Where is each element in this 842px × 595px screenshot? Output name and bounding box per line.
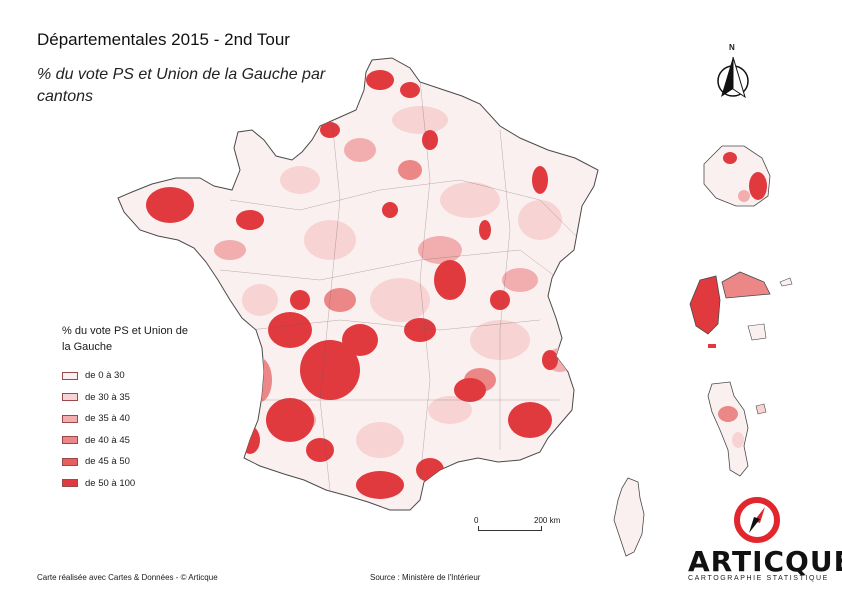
legend-item: de 50 à 100 bbox=[62, 473, 192, 495]
source-text: Source : Ministère de l'Intérieur bbox=[370, 573, 481, 582]
north-arrow: N bbox=[713, 43, 753, 103]
legend-title: % du vote PS et Union de la Gauche bbox=[62, 325, 188, 353]
north-label: N bbox=[729, 43, 735, 52]
legend-swatch bbox=[62, 371, 78, 380]
legend-swatch bbox=[62, 436, 78, 445]
legend: % du vote PS et Union de la Gauche de 0 … bbox=[62, 323, 192, 494]
canton-fills bbox=[146, 70, 581, 499]
compass-logo-icon bbox=[734, 497, 780, 543]
legend-label: de 0 à 30 bbox=[85, 370, 125, 382]
legend-item: de 0 à 30 bbox=[62, 365, 192, 387]
brand-tagline: CARTOGRAPHIE STATISTIQUE bbox=[688, 575, 829, 582]
legend-label: de 50 à 100 bbox=[85, 477, 136, 489]
legend-item: de 35 à 40 bbox=[62, 408, 192, 430]
legend-swatch bbox=[62, 479, 78, 488]
guadeloupe-basse-terre bbox=[689, 275, 721, 335]
guadeloupe-grande-terre bbox=[721, 271, 771, 299]
scale-start-label: 0 bbox=[474, 516, 479, 525]
legend-label: de 45 à 50 bbox=[85, 456, 130, 468]
legend-swatch bbox=[62, 414, 78, 423]
legend-label: de 35 à 40 bbox=[85, 413, 130, 425]
north-arrow-icon bbox=[717, 56, 749, 99]
map-subtitle: % du vote PS et Union de la Gauche par c… bbox=[37, 66, 326, 105]
brand-name: ARTICQUE bbox=[688, 545, 842, 578]
scale-bar-line bbox=[478, 526, 542, 531]
corsica bbox=[613, 477, 645, 557]
legend-item: de 30 à 35 bbox=[62, 387, 192, 409]
legend-swatch bbox=[62, 457, 78, 466]
legend-label: de 30 à 35 bbox=[85, 391, 130, 403]
legend-label: de 40 à 45 bbox=[85, 434, 130, 446]
scale-end-label: 200 km bbox=[534, 516, 561, 525]
legend-item: de 40 à 45 bbox=[62, 430, 192, 452]
credits-text: Carte réalisée avec Cartes & Données - ©… bbox=[37, 573, 218, 582]
marie-galante bbox=[747, 323, 767, 341]
legend-item: de 45 à 50 bbox=[62, 451, 192, 473]
mayotte bbox=[707, 381, 749, 477]
legend-swatch bbox=[62, 393, 78, 402]
map-title: Départementales 2015 - 2nd Tour bbox=[37, 30, 290, 49]
